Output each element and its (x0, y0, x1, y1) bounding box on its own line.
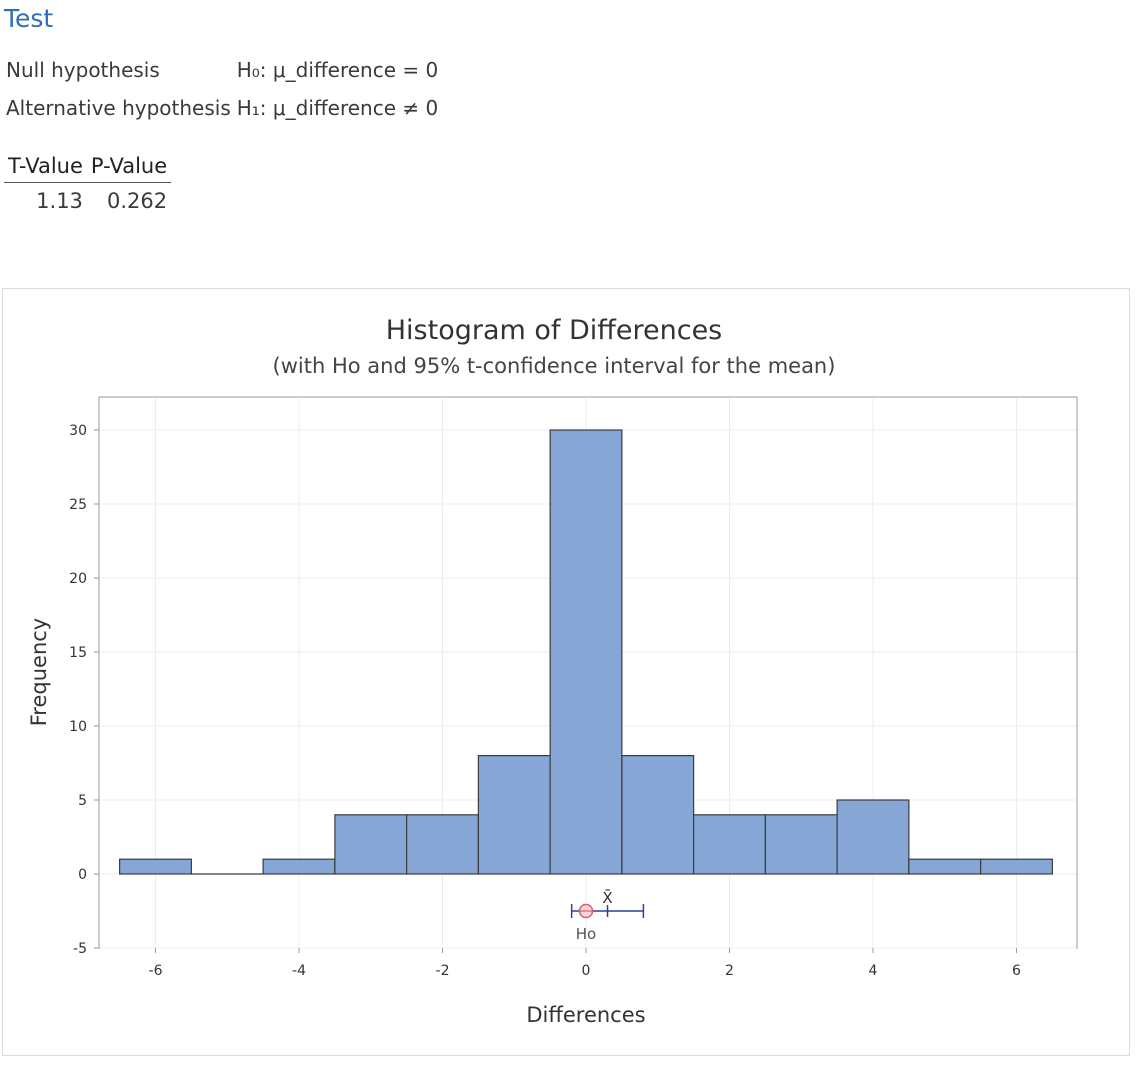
histogram-bar (836, 799, 910, 875)
histogram-bar (406, 814, 479, 875)
alternative-hypothesis-label: Alternative hypothesis (6, 96, 231, 120)
sample-mean-label: X̄ (602, 888, 612, 907)
x-tick-label: -4 (292, 963, 306, 979)
y-tick-label: 20 (69, 571, 87, 587)
chart-title: Histogram of Differences (386, 315, 723, 346)
section-title: Test (4, 4, 54, 33)
histogram-bar (764, 814, 838, 875)
chart-subtitle: (with Ho and 95% t-confidence interval f… (273, 354, 836, 378)
x-tick-label: 4 (869, 963, 878, 979)
confidence-interval-annotation: X̄ Ho (570, 888, 645, 943)
histogram-bar (980, 858, 1053, 875)
histogram-bar (908, 858, 982, 875)
alternative-hypothesis-value: H₁: μ_difference ≠ 0 (236, 96, 439, 120)
histogram-bar (334, 814, 408, 875)
x-axis: -6 -4 -2 0 2 4 6 (149, 948, 1021, 979)
alternative-hypothesis-row: Alternative hypothesis H₁: μ_difference … (6, 95, 444, 133)
null-hypothesis-label: Ho (576, 925, 596, 943)
histogram-chart: Histogram of Differences (with Ho and 95… (27, 315, 1078, 1027)
test-statistics-table: T-Value P-Value 1.13 0.262 (4, 152, 172, 213)
y-axis: -5 0 5 10 15 20 25 30 (69, 423, 99, 957)
histogram-bar (693, 814, 766, 875)
p-value: 0.262 (107, 189, 168, 213)
histogram-bar (477, 755, 551, 875)
p-value-header: P-Value (86, 152, 172, 183)
y-tick-label: 10 (69, 719, 87, 735)
null-hypothesis-label: Null hypothesis (6, 58, 160, 82)
histogram-chart-frame: Histogram of Differences (with Ho and 95… (2, 288, 1130, 1056)
x-axis-label: Differences (526, 1003, 645, 1027)
x-tick-label: -6 (149, 963, 163, 979)
histogram-bar (549, 429, 623, 875)
histogram-bar (119, 858, 192, 875)
y-tick-label: 0 (78, 867, 87, 883)
x-tick-label: 2 (725, 963, 734, 979)
x-tick-label: -2 (436, 963, 450, 979)
y-tick-label: 30 (69, 423, 87, 439)
y-tick-label: 25 (69, 497, 87, 513)
hypothesis-table: Null hypothesis H₀: μ_difference = 0 Alt… (6, 57, 444, 133)
histogram-bar (262, 858, 336, 875)
t-value-header: T-Value (4, 152, 87, 183)
y-tick-label: 15 (69, 645, 87, 661)
y-tick-label: 5 (78, 793, 87, 809)
histogram-bar (621, 755, 695, 875)
x-tick-label: 0 (582, 963, 591, 979)
t-value: 1.13 (36, 189, 83, 213)
null-hypothesis-row: Null hypothesis H₀: μ_difference = 0 (6, 57, 444, 95)
x-tick-label: 6 (1012, 963, 1021, 979)
y-tick-label: -5 (73, 941, 87, 957)
y-axis-label: Frequency (27, 618, 51, 727)
histogram-bars (119, 429, 1053, 875)
null-hypothesis-value: H₀: μ_difference = 0 (236, 58, 439, 82)
